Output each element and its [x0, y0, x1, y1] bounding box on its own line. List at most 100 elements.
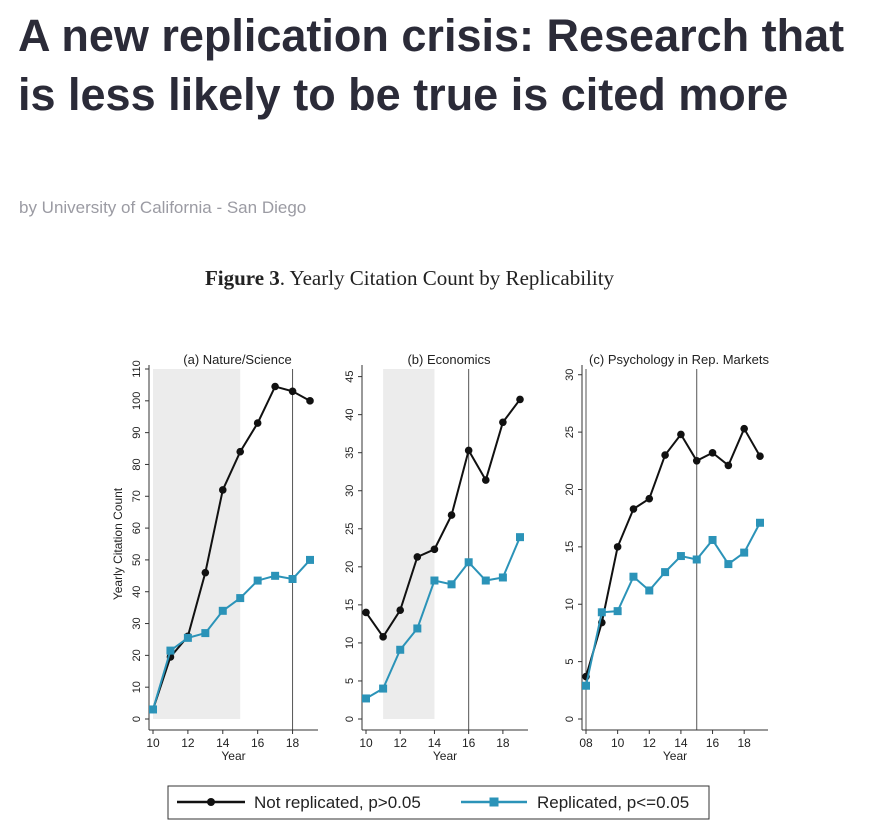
data-point-not-replicated	[236, 447, 245, 456]
data-point-replicated	[740, 548, 749, 557]
data-point-replicated	[692, 555, 701, 564]
panel-psychology: 0 5 10 15 20 25 30 08 10 12 14 16 18 Year (c) Psycholo…	[564, 352, 769, 763]
data-point-replicated	[201, 629, 210, 638]
data-point-not-replicated	[396, 606, 405, 614]
y-tick-label: 40	[344, 409, 356, 421]
y-tick-label: 30	[344, 485, 356, 497]
data-point-not-replicated	[464, 446, 473, 455]
article-title: A new replication crisis: Research that …	[18, 10, 845, 120]
data-point-not-replicated	[253, 419, 262, 427]
panel-economics: 0 5 10 15 20 25 30 35 40 45 10 12 14 16 18 Year (b) Econ…	[344, 352, 528, 763]
data-point-replicated	[218, 606, 227, 615]
data-point-replicated	[481, 576, 490, 585]
y-tick-label: 10	[131, 681, 143, 693]
data-point-replicated	[756, 518, 764, 527]
data-point-not-replicated	[677, 430, 685, 439]
y-tick-label: 30	[131, 617, 143, 629]
figure-caption: Figure 3. Yearly Citation Count by Repli…	[0, 266, 819, 291]
x-tick-label: 18	[496, 736, 510, 750]
article-byline: by University of California - San Diego	[19, 198, 307, 217]
x-tick-label: 12	[181, 736, 195, 750]
series-line-replicated	[152, 559, 311, 710]
x-tick-label: 12	[643, 736, 657, 750]
figure-label: Figure 3	[204, 266, 280, 290]
x-axis-label: Year	[221, 749, 245, 763]
x-axis-label: Year	[433, 749, 457, 763]
data-point-replicated	[661, 568, 670, 577]
legend-marker-not-replicated	[207, 798, 215, 806]
data-point-not-replicated	[708, 448, 717, 457]
x-axis-label: Year	[663, 749, 687, 763]
y-tick-label: 80	[131, 458, 143, 470]
panel-title: (b) Economics	[407, 352, 491, 367]
data-point-not-replicated	[447, 511, 456, 519]
y-tick-label: 5	[564, 659, 576, 665]
y-tick-label: 0	[344, 716, 356, 722]
panel-title: (a) Nature/Science	[183, 352, 291, 367]
data-point-not-replicated	[481, 476, 490, 484]
y-tick-label: 20	[344, 561, 356, 573]
data-point-replicated	[271, 571, 280, 580]
data-point-not-replicated	[201, 568, 210, 577]
data-point-not-replicated	[271, 382, 279, 391]
data-point-not-replicated	[692, 457, 701, 465]
y-tick-label: 15	[564, 541, 576, 553]
y-tick-label: 90	[131, 427, 143, 439]
y-tick-label: 60	[131, 522, 143, 534]
data-point-replicated	[708, 535, 717, 544]
data-point-not-replicated	[724, 461, 733, 470]
y-tick-label: 25	[564, 426, 576, 438]
data-point-replicated	[236, 594, 245, 603]
data-point-replicated	[597, 608, 606, 617]
data-point-replicated	[306, 555, 314, 564]
y-tick-label: 25	[344, 523, 356, 535]
y-tick-label: 5	[344, 678, 356, 684]
x-tick-label: 14	[428, 736, 442, 750]
data-point-not-replicated	[613, 543, 622, 551]
data-point-replicated	[149, 705, 157, 714]
data-point-replicated	[447, 580, 456, 589]
data-point-not-replicated	[740, 424, 748, 433]
data-point-not-replicated	[645, 494, 654, 503]
x-tick-label: 10	[146, 736, 160, 750]
y-tick-label: 70	[131, 490, 143, 502]
x-tick-label: 14	[216, 736, 230, 750]
data-point-replicated	[183, 633, 192, 642]
series-line-not-replicated	[365, 398, 521, 639]
panel-nature-science: 0 10 20 30 40 50 60 70 80 90 100 110 10 12 14 16 18 Year Y…	[111, 352, 318, 763]
y-tick-label: 100	[131, 392, 143, 410]
y-tick-label: 40	[131, 586, 143, 598]
y-tick-label: 10	[564, 598, 576, 610]
data-point-replicated	[516, 533, 524, 542]
data-point-not-replicated	[306, 397, 314, 405]
y-tick-label: 30	[564, 369, 576, 381]
data-point-not-replicated	[362, 608, 370, 617]
x-tick-label: 12	[394, 736, 408, 750]
y-tick-label: 35	[344, 447, 356, 459]
y-tick-label: 20	[564, 483, 576, 495]
y-tick-label: 110	[131, 360, 143, 378]
x-tick-label: 10	[611, 736, 625, 750]
x-tick-label: 10	[359, 736, 373, 750]
data-point-not-replicated	[499, 418, 507, 427]
y-tick-label: 0	[131, 716, 143, 722]
data-point-replicated	[396, 645, 405, 654]
x-tick-label: 14	[674, 736, 688, 750]
y-tick-label: 15	[344, 599, 356, 611]
data-point-not-replicated	[756, 452, 764, 461]
figure-caption-text: . Yearly Citation Count by Replicability	[279, 266, 615, 290]
data-point-replicated	[362, 694, 370, 703]
data-point-replicated	[430, 576, 439, 585]
data-point-replicated	[413, 624, 422, 633]
data-point-replicated	[645, 586, 654, 595]
x-tick-label: 16	[462, 736, 476, 750]
legend-label-not-replicated: Not replicated, p>0.05	[254, 793, 421, 812]
data-point-replicated	[582, 681, 590, 690]
data-point-replicated	[253, 576, 262, 585]
y-tick-label: 0	[564, 716, 576, 722]
legend-label-replicated: Replicated, p<=0.05	[537, 793, 689, 812]
data-point-not-replicated	[629, 505, 638, 513]
x-tick-label: 18	[738, 736, 752, 750]
data-point-replicated	[166, 646, 175, 655]
